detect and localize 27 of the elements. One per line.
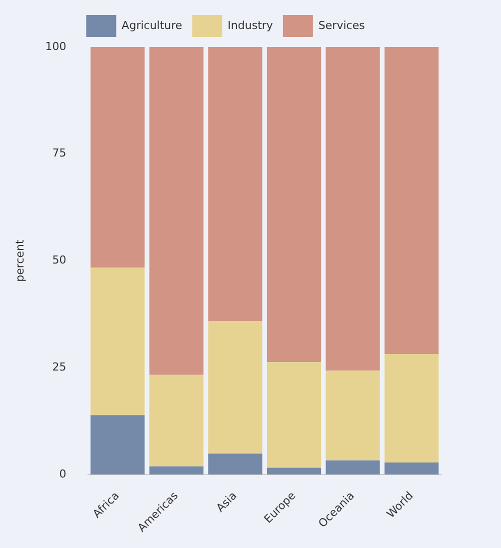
bar (90, 415, 145, 475)
legend-label: Agriculture (122, 18, 182, 32)
bar (90, 268, 145, 416)
bar (90, 47, 145, 268)
y-axis-title: percent (13, 239, 26, 282)
bar (384, 354, 439, 463)
legend-label: Industry (228, 18, 274, 32)
bar (208, 321, 262, 454)
y-tick-label: 75 (52, 146, 66, 160)
bar (384, 47, 439, 354)
bar (266, 47, 322, 362)
bar (266, 362, 322, 468)
y-tick-label: 100 (45, 40, 66, 53)
bar (326, 370, 380, 460)
bar (208, 454, 262, 475)
y-tick-label: 25 (52, 360, 66, 374)
bar (384, 462, 439, 475)
bar (149, 466, 204, 475)
bar (326, 47, 380, 371)
bar (208, 47, 262, 322)
y-tick-label: 0 (59, 467, 66, 480)
legend-label: Services (318, 18, 366, 32)
bar (149, 47, 204, 375)
bar (326, 460, 380, 475)
bar (149, 374, 204, 466)
bar (266, 468, 322, 475)
y-tick-label: 50 (52, 254, 66, 267)
